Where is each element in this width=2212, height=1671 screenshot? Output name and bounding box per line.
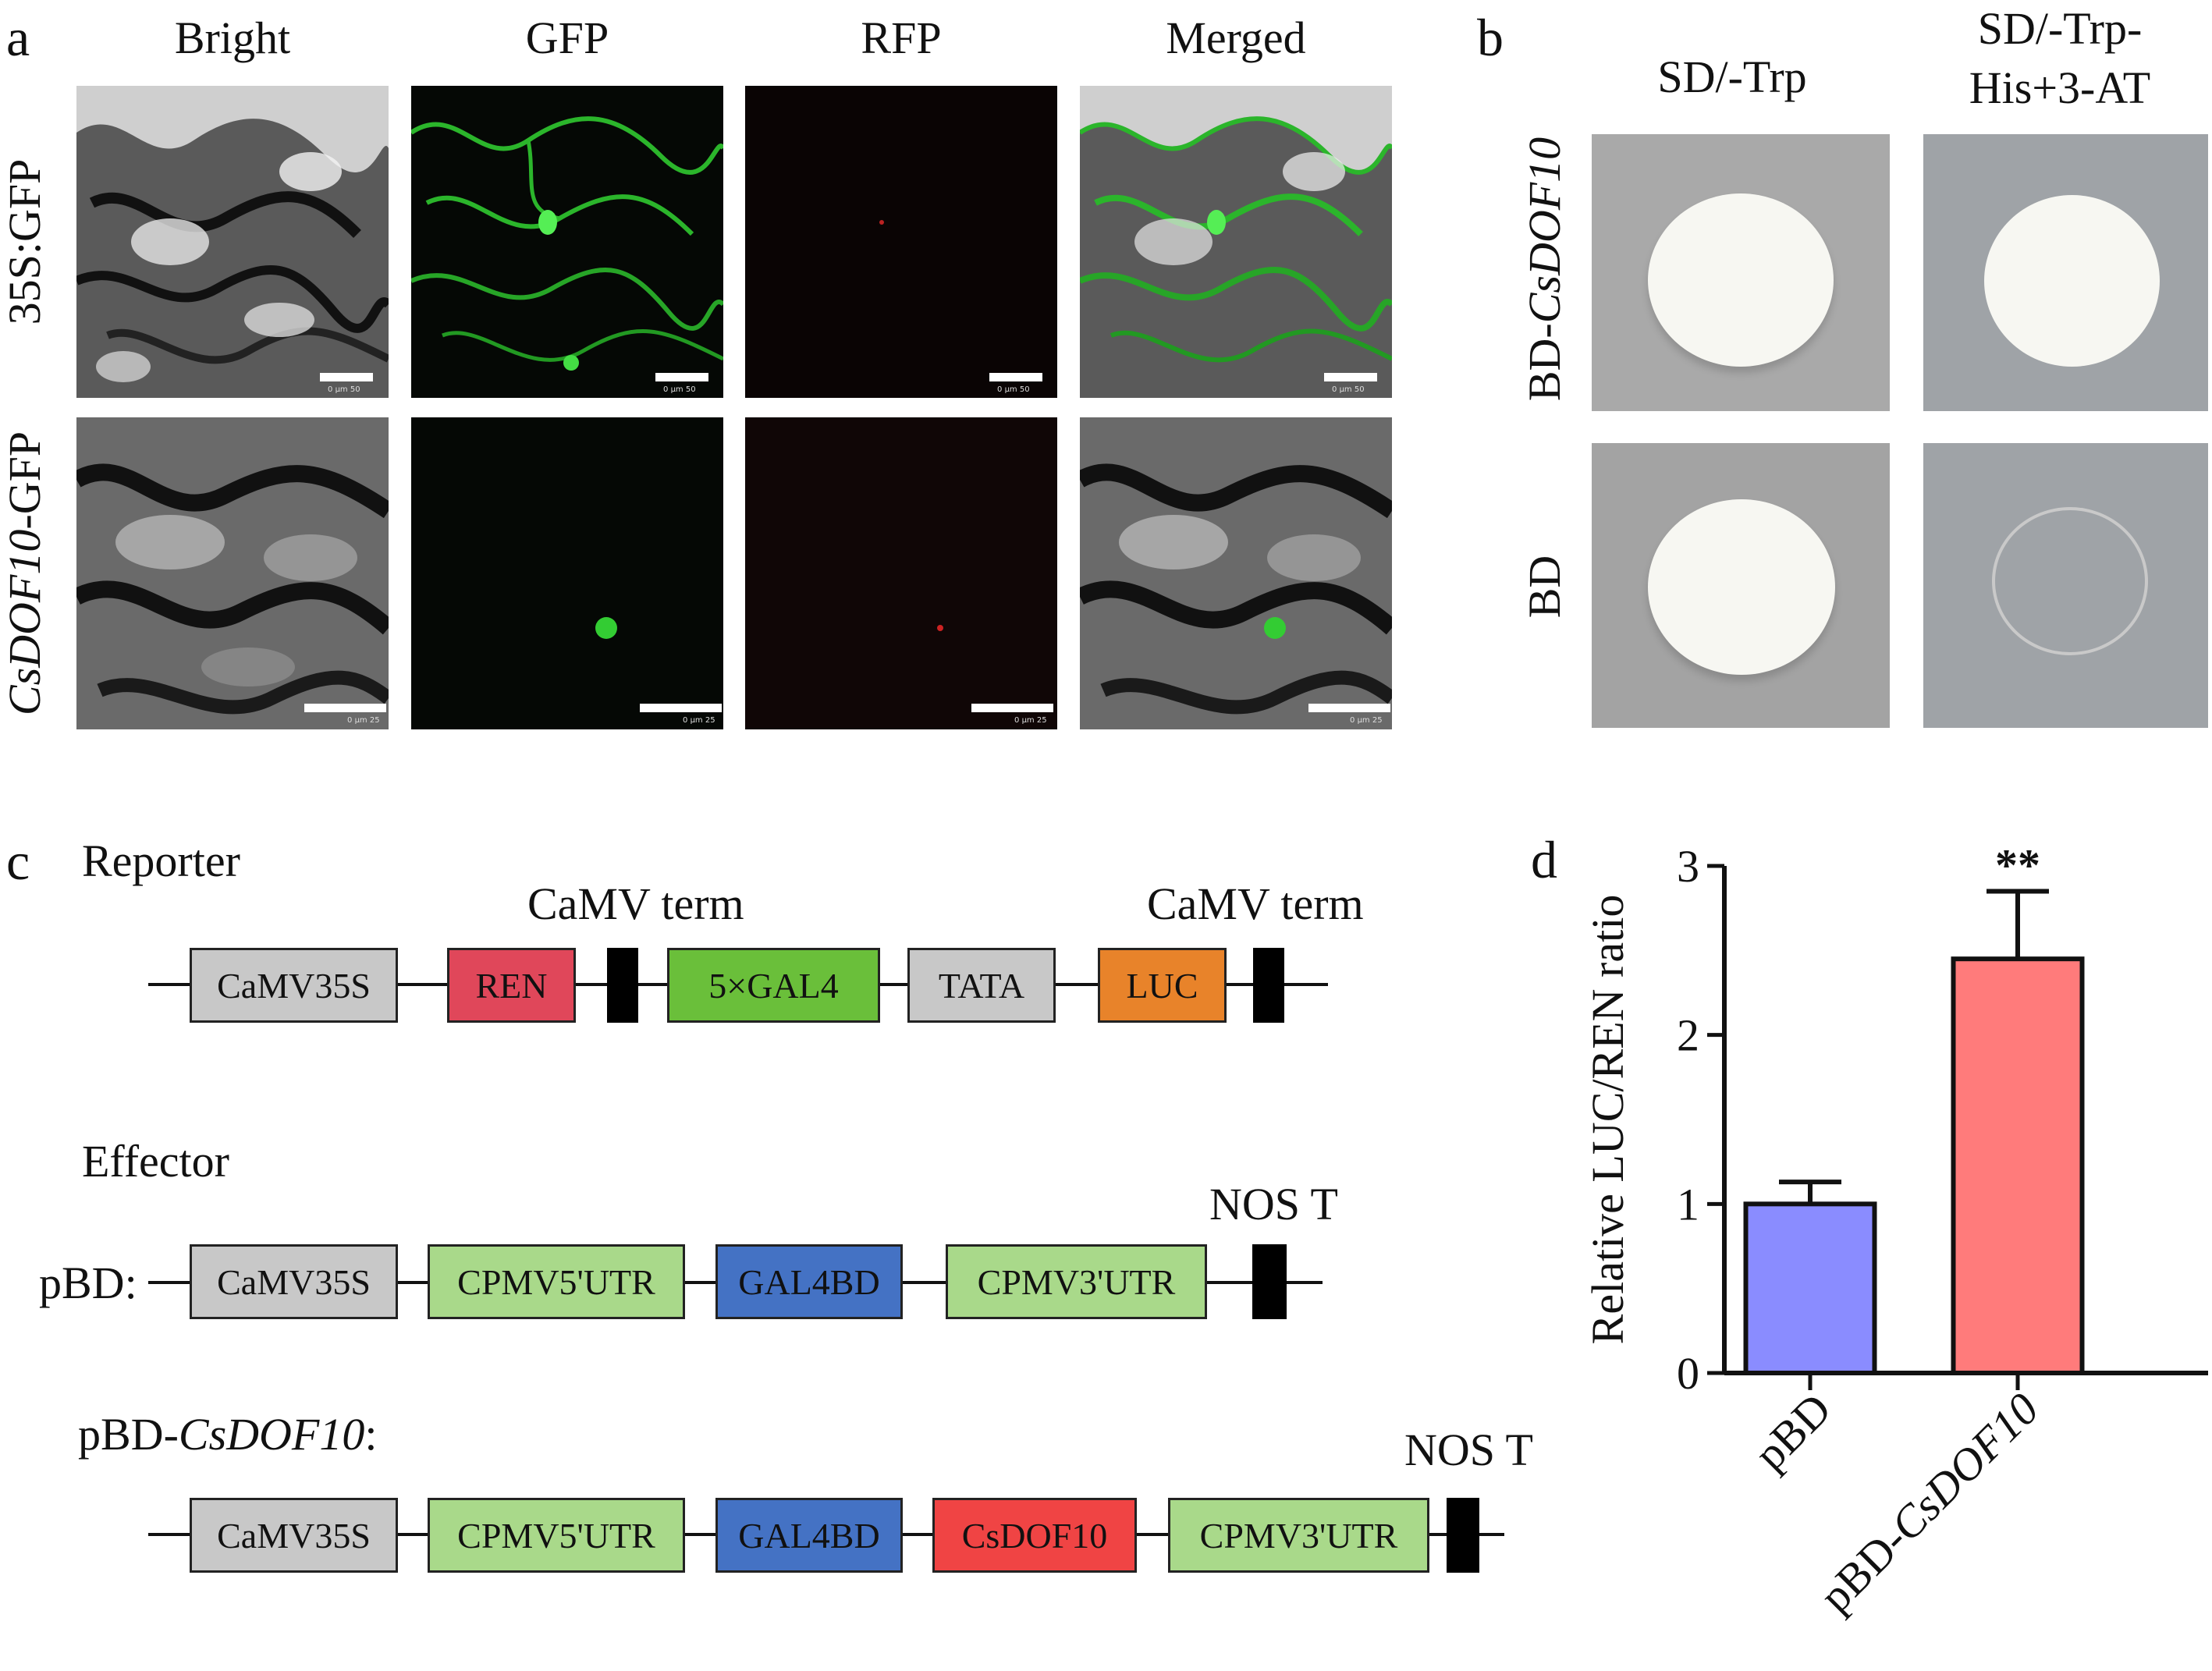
bar	[1951, 956, 2085, 1375]
pbd-csdof10-terminator	[1447, 1498, 1479, 1573]
panel-b-label: b	[1477, 8, 1504, 67]
effector-nos-label: NOS T	[1209, 1179, 1338, 1229]
pbd-csdof10-gal4bd-box: GAL4BD	[715, 1498, 903, 1573]
x-tick-label: pBD-CsDOF10	[1809, 1383, 2048, 1622]
pbd-csdof10-cpmv5utr-box: CPMV5'UTR	[428, 1498, 685, 1573]
pbd-gal4bd-box: GAL4BD	[715, 1244, 903, 1319]
micrograph-merged-csdof10	[1080, 417, 1392, 729]
reporter-term-label-2: CaMV term	[1147, 878, 1364, 929]
scale-bar	[989, 373, 1042, 381]
plate-bd-csdof10-sd-trp	[1592, 134, 1890, 411]
reporter-ren-box: REN	[447, 948, 576, 1023]
scale-bar-label: 0 µm 25	[1014, 716, 1047, 725]
pbd-cpmv5utr-box: CPMV5'UTR	[428, 1244, 685, 1319]
micrograph-gfp-35s	[411, 86, 723, 398]
y-tick-label: 2	[1677, 1010, 1699, 1061]
micrograph-bright-35s	[76, 86, 389, 398]
scale-bar	[1324, 373, 1377, 381]
bar	[1743, 1201, 1877, 1376]
column-header-gfp: GFP	[525, 12, 609, 63]
micrograph-rfp-csdof10	[745, 417, 1057, 729]
column-header-merged: Merged	[1166, 12, 1306, 63]
y-tick-label: 1	[1677, 1179, 1699, 1229]
pbd-csdof10-cpmv3utr-box: CPMV3'UTR	[1168, 1498, 1429, 1573]
significance-mark: **	[1995, 840, 2040, 891]
panel-d-label: d	[1531, 830, 1557, 889]
column-header-rfp: RFP	[861, 12, 942, 63]
column-header-sd-trp: SD/-Trp	[1657, 51, 1807, 102]
pbd-csdof10-label: pBD-CsDOF10:	[78, 1409, 378, 1460]
x-tick-label: pBD	[1745, 1383, 1841, 1479]
reporter-luc-box: LUC	[1098, 948, 1227, 1023]
row-label-bd-csdof10: BD-CsDOF10	[1519, 137, 1570, 402]
reporter-tata-box: TATA	[907, 948, 1056, 1023]
bar-chart: 0 1 2 3 Relative LUC/REN ratio ** pBDpBD-CsDOF…	[1582, 840, 2208, 1622]
scale-bar-label: 0 µm 50	[997, 385, 1030, 394]
reporter-terminator-1	[607, 948, 638, 1023]
panel-c-label: c	[6, 832, 30, 891]
row-label-35s-gfp: 35S:GFP	[0, 158, 50, 325]
scale-bar-label: 0 µm 25	[683, 716, 715, 725]
plate-bd-selective	[1923, 443, 2208, 728]
scale-bar-label: 0 µm 25	[1350, 716, 1383, 725]
panel-a-label: a	[6, 8, 30, 67]
y-tick-label: 0	[1677, 1348, 1699, 1399]
row-label-bd: BD	[1519, 555, 1570, 619]
reporter-gal4-box: 5×GAL4	[667, 948, 880, 1023]
scale-bar	[971, 704, 1053, 712]
reporter-term-label-1: CaMV term	[527, 878, 744, 929]
scale-bar-label: 0 µm 50	[1332, 385, 1365, 394]
column-header-sd-trp-his-line2: His+3-AT	[1969, 62, 2151, 113]
y-axis-label: Relative LUC/REN ratio	[1582, 895, 1633, 1345]
reporter-title: Reporter	[82, 836, 240, 886]
micrograph-bright-csdof10	[76, 417, 389, 729]
pbd-csdof10-nos-label: NOS T	[1404, 1424, 1533, 1475]
scale-bar	[1308, 704, 1390, 712]
pbd-csdof10-csdof10-box: CsDOF10	[932, 1498, 1137, 1573]
scale-bar-label: 0 µm 50	[663, 385, 696, 394]
reporter-camv35s-box: CaMV35S	[190, 948, 398, 1023]
scale-bar	[640, 704, 722, 712]
scale-bar	[320, 373, 373, 381]
pbd-csdof10-camv35s-box: CaMV35S	[190, 1498, 398, 1573]
scale-bar-label: 0 µm 25	[347, 716, 380, 725]
plate-bd-sd-trp	[1592, 443, 1890, 728]
column-header-sd-trp-his-line1: SD/-Trp-	[1977, 3, 2143, 54]
plate-bd-csdof10-selective	[1923, 134, 2208, 411]
scale-bar-label: 0 µm 50	[328, 385, 360, 394]
effector-title: Effector	[82, 1136, 229, 1187]
pbd-camv35s-box: CaMV35S	[190, 1244, 398, 1319]
y-tick-label: 3	[1677, 841, 1699, 892]
micrograph-gfp-csdof10	[411, 417, 723, 729]
column-header-bright: Bright	[174, 12, 291, 63]
row-label-csdof10-gfp: CsDOF10-GFP	[0, 431, 50, 716]
scale-bar	[655, 373, 708, 381]
micrograph-rfp-35s	[745, 86, 1057, 398]
pbd-cpmv3utr-box: CPMV3'UTR	[946, 1244, 1207, 1319]
scale-bar	[304, 704, 386, 712]
pbd-terminator	[1252, 1244, 1287, 1319]
micrograph-merged-35s	[1080, 86, 1392, 398]
reporter-terminator-2	[1253, 948, 1284, 1023]
pbd-label: pBD:	[39, 1258, 137, 1308]
